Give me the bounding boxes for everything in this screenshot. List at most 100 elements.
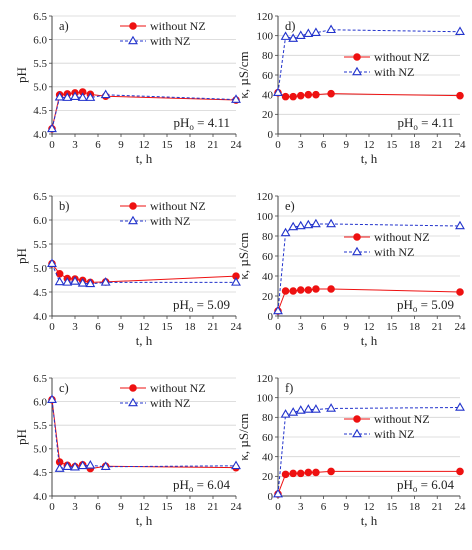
x-tick-label: 9 xyxy=(344,501,350,513)
x-tick-label: 24 xyxy=(455,139,467,151)
x-tick-label: 0 xyxy=(49,501,55,513)
x-tick-label: 15 xyxy=(162,139,174,151)
annotation-subscript: o xyxy=(189,304,194,314)
x-tick-label: 12 xyxy=(364,139,375,151)
series-line-with-nz xyxy=(51,399,237,470)
x-axis-label: t, h xyxy=(136,513,153,528)
y-tick-label: 120 xyxy=(257,191,274,203)
x-tick-label: 9 xyxy=(344,321,350,333)
y-tick-label: 80 xyxy=(262,412,274,424)
data-point-with-nz xyxy=(303,28,314,37)
data-point-with-nz xyxy=(54,276,65,286)
y-tick-label: 5.0 xyxy=(33,82,47,94)
x-tick-label: 3 xyxy=(72,501,78,513)
x-tick-label: 3 xyxy=(298,321,304,333)
y-tick-label: 5.0 xyxy=(33,444,47,456)
data-point-with-nz xyxy=(85,92,96,101)
y-axis-label: κ, µS/cm xyxy=(236,413,251,460)
legend-marker-without-nz xyxy=(353,233,361,241)
data-point-without-nz xyxy=(304,90,313,99)
x-tick-label: 0 xyxy=(49,321,55,333)
y-tick-label: 4.0 xyxy=(33,491,47,503)
y-tick-label: 4.5 xyxy=(33,467,47,479)
y-axis-label: pH xyxy=(14,67,29,83)
legend-marker-without-nz xyxy=(353,53,361,61)
data-point-with-nz xyxy=(455,220,465,230)
data-point-with-nz xyxy=(231,460,241,470)
y-tick-label: 4.0 xyxy=(33,129,47,141)
annotation-subscript: o xyxy=(413,122,418,132)
legend-marker-without-nz xyxy=(129,22,137,30)
data-point-without-nz xyxy=(296,286,305,294)
x-tick-label: 3 xyxy=(298,501,304,513)
x-axis-label: t, h xyxy=(136,151,153,166)
data-point-with-nz xyxy=(303,404,314,413)
data-point-with-nz xyxy=(100,89,111,99)
data-point-with-nz xyxy=(273,488,283,498)
legend-marker-with-nz xyxy=(128,397,138,407)
initial-ph-annotation: pHo = 5.09 xyxy=(397,297,454,314)
legend-label-without-nz: without NZ xyxy=(374,50,430,64)
data-point-without-nz xyxy=(327,285,335,293)
legend-marker-with-nz xyxy=(352,66,362,76)
data-point-without-nz xyxy=(312,468,320,477)
x-tick-label: 12 xyxy=(139,139,150,151)
data-point-without-nz xyxy=(55,269,64,278)
panel-label: c) xyxy=(59,381,69,395)
data-point-with-nz xyxy=(85,278,96,288)
annotation-subscript: o xyxy=(413,304,418,314)
x-tick-label: 21 xyxy=(432,501,443,513)
x-tick-label: 15 xyxy=(386,321,398,333)
data-point-without-nz xyxy=(281,287,290,295)
y-tick-label: 60 xyxy=(262,70,274,82)
x-tick-label: 12 xyxy=(364,501,375,513)
data-point-without-nz xyxy=(456,467,464,476)
data-point-with-nz xyxy=(326,403,337,412)
y-tick-label: 6.5 xyxy=(33,373,47,385)
data-point-with-nz xyxy=(47,123,57,133)
legend-label-with-nz: with NZ xyxy=(150,34,190,48)
series-line-with-nz xyxy=(277,29,461,93)
data-point-without-nz xyxy=(312,90,320,99)
data-point-without-nz xyxy=(456,288,464,296)
panel-label: e) xyxy=(285,199,295,213)
series-line-without-nz xyxy=(51,399,237,470)
data-point-without-nz xyxy=(327,89,335,98)
legend-label-with-nz: with NZ xyxy=(150,396,190,410)
panel-a: 4.0 4.5 5.0 5.5 6.0 6.5 0 3 6 9 12 15 18 21 24 t, h pH a)… xyxy=(14,11,242,166)
annotation-value: = 5.09 xyxy=(417,297,454,312)
x-tick-label: 0 xyxy=(275,501,281,513)
annotation-subscript: o xyxy=(189,122,194,132)
legend-marker-with-nz xyxy=(352,428,362,438)
data-point-with-nz xyxy=(280,31,291,40)
annotation-base: pH xyxy=(174,115,190,130)
data-point-with-nz xyxy=(77,92,88,101)
data-point-with-nz xyxy=(288,33,299,42)
legend-marker-with-nz xyxy=(352,246,362,256)
annotation-base: pH xyxy=(173,477,189,492)
initial-ph-annotation: pHo = 6.04 xyxy=(173,477,230,494)
x-axis-label: t, h xyxy=(361,333,378,348)
legend-marker-with-nz xyxy=(128,35,138,45)
y-tick-label: 4.5 xyxy=(33,287,47,299)
data-point-with-nz xyxy=(455,402,465,411)
y-tick-label: 6.0 xyxy=(33,215,47,227)
annotation-value: = 5.09 xyxy=(193,297,230,312)
y-tick-label: 60 xyxy=(262,251,274,263)
x-tick-label: 21 xyxy=(432,139,443,151)
y-tick-label: 0 xyxy=(268,129,274,141)
data-point-without-nz xyxy=(456,91,464,100)
panel-d: 0 20 40 60 80 100 120 0 3 6 9 12 15 18 21 24 t, h κ, µS/c… xyxy=(236,11,466,166)
data-point-with-nz xyxy=(77,278,88,287)
x-tick-label: 18 xyxy=(185,321,197,333)
panel-label: b) xyxy=(59,199,69,213)
panel-c: 4.0 4.5 5.0 5.5 6.0 6.5 0 3 6 9 12 15 18 21 24 t, h pH c)… xyxy=(14,373,242,528)
data-point-without-nz xyxy=(296,91,305,100)
y-axis-label: κ, µS/cm xyxy=(236,232,251,279)
data-point-with-nz xyxy=(295,220,306,230)
y-tick-label: 4.0 xyxy=(33,311,47,323)
annotation-base: pH xyxy=(397,297,413,312)
data-point-without-nz xyxy=(327,467,335,476)
